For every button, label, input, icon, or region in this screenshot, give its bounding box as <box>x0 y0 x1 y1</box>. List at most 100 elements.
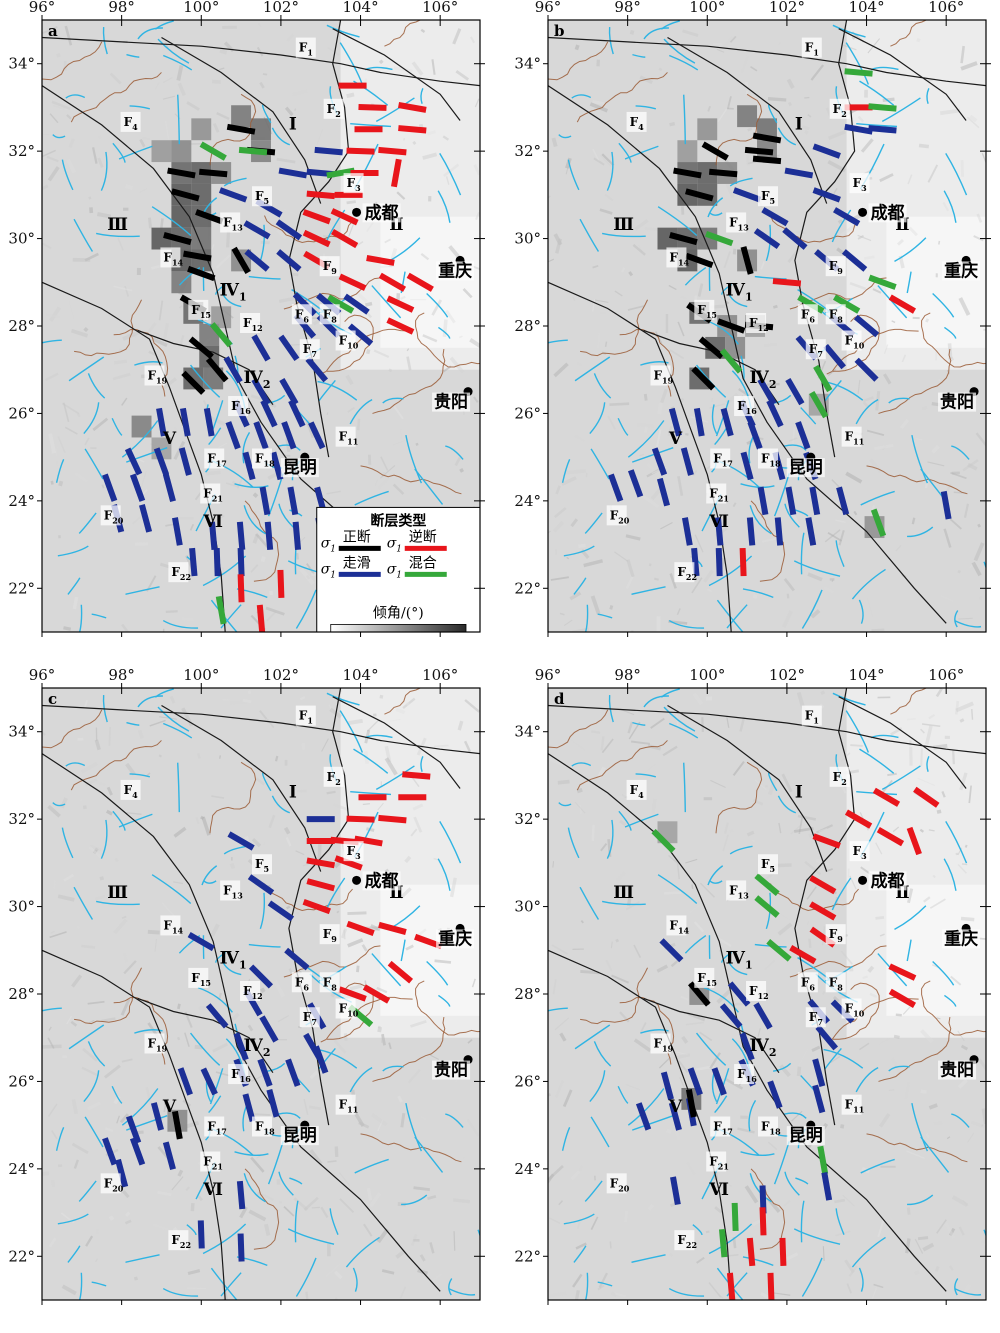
active-fault-trace <box>67 1245 81 1263</box>
city-label: 成都 <box>365 202 399 223</box>
tectonic-block-label: Ⅵ <box>708 1180 729 1200</box>
active-fault-trace <box>831 877 852 911</box>
active-fault-trace <box>954 610 959 628</box>
active-fault-trace <box>42 1007 62 1012</box>
active-fault-trace <box>707 865 724 886</box>
fault-label: F22 <box>677 565 697 582</box>
stress-axis-segment <box>338 986 367 1002</box>
fault-label: F9 <box>323 259 338 276</box>
active-fault-trace <box>631 586 666 595</box>
stress-axis-segment <box>739 1032 755 1061</box>
stress-axis-segment <box>754 895 780 918</box>
active-fault-trace <box>83 402 100 435</box>
stress-axis-segment <box>163 232 192 246</box>
stress-axis-segment <box>670 1176 681 1206</box>
active-fault-trace <box>911 434 929 484</box>
active-fault-trace <box>944 326 957 339</box>
active-fault-trace <box>448 1278 453 1296</box>
active-fault-trace <box>742 588 774 599</box>
fault-label-bg <box>734 396 755 417</box>
fault-label-bg <box>335 426 356 447</box>
stress-axis-segment <box>253 421 269 450</box>
tectonic-block-label: Ⅳ2 <box>750 1036 777 1059</box>
stress-axis-segment <box>199 141 227 161</box>
fault-label-bg <box>204 1116 225 1137</box>
longitude-tick-label: 104° <box>342 0 378 16</box>
stress-axis-segment <box>815 1025 839 1051</box>
province-border <box>70 740 162 791</box>
stress-axis-segment <box>752 132 782 144</box>
fault-label: F15 <box>697 971 717 988</box>
active-fault-trace <box>189 1032 221 1066</box>
active-fault-trace <box>589 402 606 435</box>
active-fault-trace <box>571 762 592 767</box>
active-fault-trace <box>726 1272 748 1297</box>
active-fault-trace <box>248 943 281 948</box>
active-fault-trace <box>715 1068 730 1105</box>
fault-label: F21 <box>203 1154 223 1171</box>
province-border <box>42 709 103 749</box>
active-fault-trace <box>728 294 748 308</box>
tectonic-block-label: Ⅲ <box>107 883 128 903</box>
stress-axis-segment <box>284 947 310 971</box>
active-fault-trace <box>932 961 955 986</box>
active-fault-trace <box>67 577 81 595</box>
active-fault-trace <box>793 560 841 577</box>
stress-axis-segment <box>833 207 861 227</box>
map-body: ⅠⅡⅢⅣ1Ⅳ2ⅤⅥF1F2F3F4F5F6F7F8F9F10F11F12F13F… <box>548 20 986 632</box>
fault-label: F8 <box>323 975 338 992</box>
stress-axis-segment <box>782 227 808 250</box>
stress-axis-segment <box>102 1137 118 1166</box>
map-panel-a: ⅠⅡⅢⅣ1Ⅳ2ⅤⅥF1F2F3F4F5F6F7F8F9F10F11F12F13F… <box>8 0 485 637</box>
fault-label: F19 <box>653 1036 673 1053</box>
latitude-tick-label: 26° <box>514 1072 541 1090</box>
stress-axis-segment <box>326 167 355 179</box>
province-border <box>384 688 422 715</box>
active-fault-trace <box>95 900 140 906</box>
active-fault-trace <box>601 232 646 238</box>
active-fault-trace <box>728 962 748 976</box>
active-fault-trace <box>617 1085 629 1104</box>
active-fault-trace <box>584 1180 603 1202</box>
dip-colorbar <box>330 624 467 632</box>
stress-axis-segment <box>264 521 274 551</box>
active-fault-trace <box>831 209 852 243</box>
stress-axis-segment <box>167 167 196 179</box>
stress-axis-segment <box>205 357 229 383</box>
latitude-tick-label: 34° <box>8 55 35 73</box>
stress-axis-segment <box>754 873 780 897</box>
active-fault-trace <box>68 1024 105 1050</box>
stress-axis-segment <box>306 878 336 892</box>
dip-angle-cell <box>251 118 271 141</box>
stress-axis-segment <box>651 828 676 854</box>
fault-label-bg <box>204 448 225 469</box>
tectonic-block-label: Ⅳ1 <box>726 948 753 971</box>
active-fault-trace <box>234 1151 269 1157</box>
active-fault-trace <box>835 1208 845 1235</box>
city-label-bg <box>786 458 825 478</box>
longitude-tick-label: 100° <box>689 0 725 16</box>
active-fault-trace <box>561 1127 571 1151</box>
fault-label-bg <box>299 339 320 360</box>
active-fault-trace <box>271 127 291 146</box>
stress-axis-segment <box>809 391 829 419</box>
fault-label-bg <box>100 1173 121 1194</box>
fault-label-bg <box>100 505 121 526</box>
fault-label-bg <box>706 483 727 504</box>
longitude-tick-label: 102° <box>769 668 805 684</box>
active-fault-trace <box>668 1287 705 1297</box>
active-fault-trace <box>558 134 572 139</box>
stress-axis-segment <box>178 447 192 476</box>
latitude-tick-label: 34° <box>514 723 541 741</box>
active-fault-trace <box>78 512 97 534</box>
province-border <box>327 982 374 1040</box>
stress-axis-segment <box>226 123 256 135</box>
city-label-bg <box>436 929 475 949</box>
latitude-tick-label: 30° <box>8 230 35 248</box>
active-fault-trace <box>571 94 592 99</box>
city-label-bg <box>280 458 319 478</box>
active-fault-trace <box>112 142 126 163</box>
fault-label: F9 <box>323 927 338 944</box>
latitude-tick-label: 28° <box>8 985 35 1003</box>
active-fault-trace <box>574 1024 611 1050</box>
